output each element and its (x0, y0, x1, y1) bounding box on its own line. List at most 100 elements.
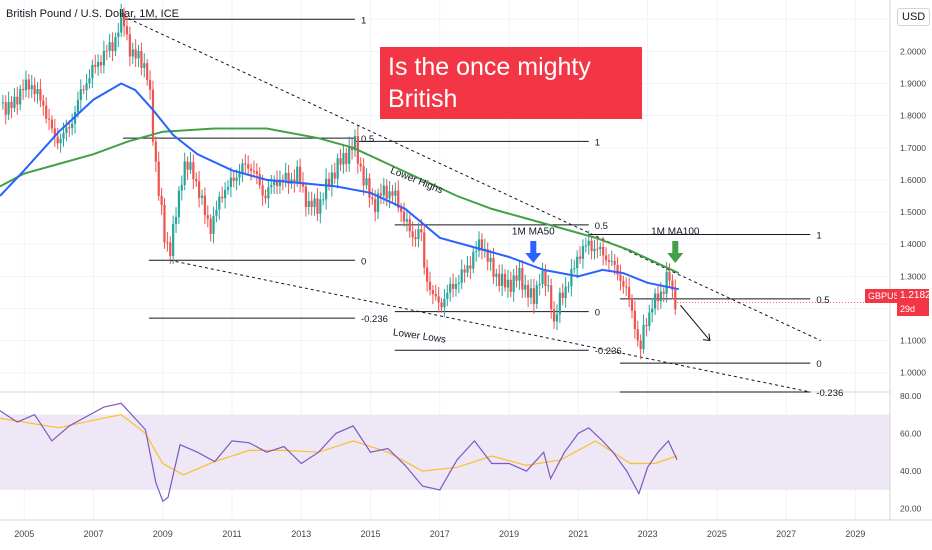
candle-up (218, 196, 221, 210)
annotation-1m-ma100: 1M MA100 (651, 227, 700, 238)
candle-down (206, 215, 209, 219)
candle-down (53, 128, 56, 137)
annotation-lower-lows: Lower Lows (392, 327, 446, 345)
candle-down (463, 269, 466, 273)
rsi-tick-label: 20.00 (900, 504, 922, 514)
ma100-arrow-shaft (672, 240, 679, 253)
candle-up (564, 286, 567, 299)
candle-down (434, 293, 437, 297)
time-tick-label: 2027 (776, 529, 796, 539)
candle-up (91, 64, 94, 79)
candle-up (512, 275, 515, 292)
candle-down (310, 200, 313, 208)
candle-down (10, 101, 13, 109)
candle-up (558, 292, 561, 315)
candle-down (198, 181, 201, 198)
candle-down (411, 231, 414, 238)
candle-up (102, 50, 105, 66)
candle-down (451, 283, 455, 289)
candle-down (521, 268, 524, 290)
candle-up (454, 283, 458, 289)
candle-up (584, 245, 587, 247)
rsi-tick-label: 60.00 (900, 428, 922, 438)
bar-countdown: 29d 13h (897, 303, 929, 325)
candle-up (97, 61, 100, 67)
rsi-tick-label: 40.00 (900, 466, 922, 476)
candle-up (593, 248, 596, 252)
candle-up (466, 265, 469, 273)
headline-callout: Is the once mighty British Pound a lost … (380, 47, 642, 145)
candle-up (581, 246, 585, 259)
fib-level-label: 1 (595, 137, 600, 148)
candle-up (30, 85, 33, 90)
candle-down (527, 284, 530, 298)
candle-down (146, 63, 149, 80)
candle-down (602, 246, 605, 256)
candle-down (244, 163, 247, 165)
candle-down (428, 281, 432, 291)
candle-up (79, 89, 82, 101)
candle-up (653, 293, 657, 309)
candle-down (125, 26, 129, 35)
candle-up (284, 172, 287, 181)
time-tick-label: 2019 (499, 529, 519, 539)
candle-down (532, 288, 535, 304)
headline-line-1: Is the once mighty British (388, 53, 591, 113)
candle-down (56, 136, 59, 144)
candle-down (668, 271, 671, 281)
candle-up (215, 209, 218, 217)
candle-up (296, 166, 299, 183)
candle-down (339, 158, 342, 165)
candle-up (570, 269, 573, 287)
candle-up (576, 256, 579, 269)
candle-up (172, 223, 175, 256)
candle-up (273, 179, 276, 185)
candle-up (348, 146, 351, 164)
candle-down (68, 127, 71, 129)
candle-down (99, 61, 103, 66)
price-tick-label: 1.8000 (900, 111, 926, 121)
candle-up (394, 190, 397, 196)
candle-down (408, 219, 411, 232)
candle-down (33, 85, 36, 95)
candle-up (477, 239, 481, 251)
rsi-lines (0, 402, 678, 503)
candle-up (547, 285, 550, 287)
candle-down (486, 248, 489, 262)
time-tick-label: 2005 (14, 529, 34, 539)
ma50-arrow-shaft (530, 240, 537, 253)
candle-down (154, 141, 157, 162)
candle-up (342, 153, 345, 165)
headline-line-2: Pound a lost cause? (388, 117, 615, 145)
candle-down (503, 273, 507, 288)
candle-up (529, 288, 533, 298)
candle-up (76, 100, 80, 113)
candle-down (281, 179, 284, 181)
candle-up (535, 285, 538, 304)
candle-up (376, 193, 380, 212)
candle-down (633, 310, 636, 330)
projection-arrow-head (702, 333, 711, 342)
candle-down (515, 275, 518, 281)
candle-up (475, 250, 478, 252)
candle-down (82, 89, 85, 91)
candle-down (122, 12, 126, 27)
candle-up (120, 12, 123, 33)
fib-level-label: 1 (816, 231, 821, 242)
annotation-arrows (525, 240, 711, 342)
time-tick-label: 2017 (430, 529, 450, 539)
fib-level-label: 0 (361, 256, 366, 267)
candle-up (19, 89, 22, 105)
candle-up (223, 189, 227, 199)
candle-up (88, 78, 91, 84)
candle-down (111, 42, 114, 52)
currency-button[interactable]: USD (897, 8, 931, 26)
candle-up (336, 158, 339, 179)
candle-down (275, 179, 279, 186)
candle-down (368, 178, 371, 198)
time-tick-label: 2011 (222, 529, 241, 539)
last-price: 1.2182 (897, 289, 931, 303)
rsi-line (0, 402, 678, 503)
candle-up (659, 291, 662, 302)
